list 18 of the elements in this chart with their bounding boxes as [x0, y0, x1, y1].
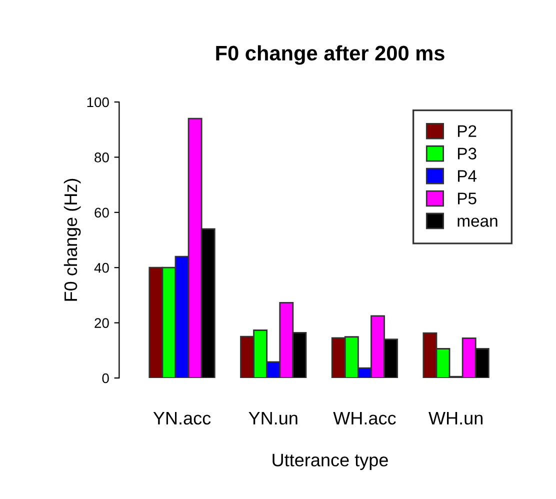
y-axis-title: F0 change (Hz): [64, 178, 81, 301]
y-tick-label: 0: [102, 373, 109, 384]
x-tick-label: WH.un: [428, 412, 482, 425]
y-tick-label: 20: [94, 318, 109, 328]
x-tick-label: WH.acc: [333, 412, 396, 425]
legend-label: P2: [458, 125, 476, 137]
x-axis-title: Utterance type: [272, 454, 388, 470]
y-tick-label: 60: [94, 208, 109, 218]
x-tick-label: YN.acc: [153, 412, 211, 425]
y-tick-label: 80: [94, 152, 109, 162]
y-tick-label: 40: [94, 262, 109, 273]
legend-label: P3: [458, 148, 476, 160]
x-tick-label: YN.un: [248, 412, 298, 425]
legend-label: mean: [458, 218, 498, 227]
y-tick-label: 100: [87, 97, 109, 108]
chart-title: F0 change after 200 ms: [216, 45, 444, 65]
legend-label: P4: [458, 170, 477, 182]
legend-label: P5: [458, 192, 476, 204]
